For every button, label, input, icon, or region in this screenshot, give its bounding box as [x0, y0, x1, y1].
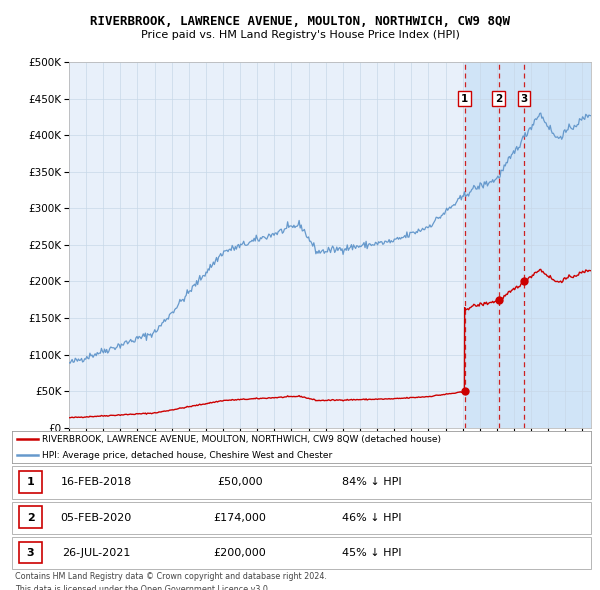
Text: 3: 3: [27, 548, 34, 558]
Text: £174,000: £174,000: [214, 513, 266, 523]
Text: 46% ↓ HPI: 46% ↓ HPI: [342, 513, 402, 523]
Text: HPI: Average price, detached house, Cheshire West and Chester: HPI: Average price, detached house, Ches…: [42, 451, 332, 460]
Text: 2: 2: [27, 513, 34, 523]
Text: 45% ↓ HPI: 45% ↓ HPI: [342, 548, 402, 558]
Text: 05-FEB-2020: 05-FEB-2020: [61, 513, 131, 523]
Text: RIVERBROOK, LAWRENCE AVENUE, MOULTON, NORTHWICH, CW9 8QW: RIVERBROOK, LAWRENCE AVENUE, MOULTON, NO…: [90, 15, 510, 28]
Text: 1: 1: [461, 94, 469, 103]
Text: RIVERBROOK, LAWRENCE AVENUE, MOULTON, NORTHWICH, CW9 8QW (detached house): RIVERBROOK, LAWRENCE AVENUE, MOULTON, NO…: [42, 435, 441, 444]
Text: 26-JUL-2021: 26-JUL-2021: [62, 548, 130, 558]
Text: 3: 3: [520, 94, 527, 103]
Text: £50,000: £50,000: [217, 477, 263, 487]
Text: 16-FEB-2018: 16-FEB-2018: [61, 477, 131, 487]
Text: 2: 2: [495, 94, 502, 103]
Bar: [464, 62, 591, 428]
Text: Contains HM Land Registry data © Crown copyright and database right 2024.: Contains HM Land Registry data © Crown c…: [15, 572, 327, 581]
Text: Price paid vs. HM Land Registry's House Price Index (HPI): Price paid vs. HM Land Registry's House …: [140, 30, 460, 40]
Text: 84% ↓ HPI: 84% ↓ HPI: [342, 477, 402, 487]
Text: £200,000: £200,000: [214, 548, 266, 558]
Text: 1: 1: [27, 477, 34, 487]
Text: This data is licensed under the Open Government Licence v3.0.: This data is licensed under the Open Gov…: [15, 585, 271, 590]
